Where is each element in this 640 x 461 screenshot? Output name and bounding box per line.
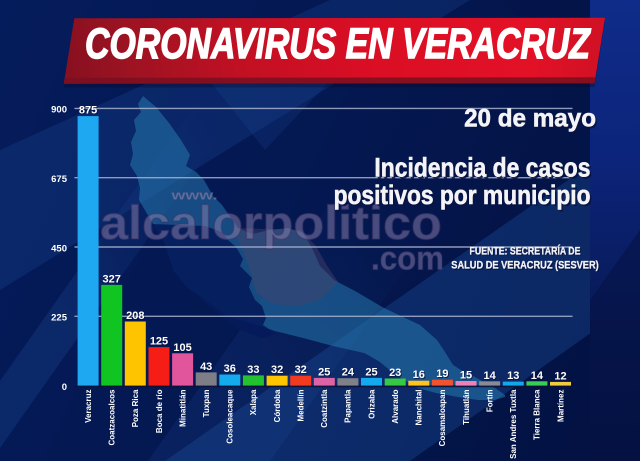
svg-text:327: 327 (103, 273, 121, 285)
svg-text:Cosoleacaque: Cosoleacaque (226, 389, 235, 444)
svg-text:SALUD DE VERACRUZ (SESVER): SALUD DE VERACRUZ (SESVER) (451, 260, 598, 272)
svg-text:13: 13 (507, 370, 519, 382)
svg-text:36: 36 (224, 363, 236, 375)
svg-text:25: 25 (319, 367, 331, 379)
svg-text:875: 875 (80, 106, 98, 118)
svg-text:Nanchital: Nanchital (415, 390, 424, 426)
svg-text:19: 19 (436, 368, 448, 380)
svg-text:208: 208 (127, 311, 145, 323)
svg-text:675: 675 (51, 174, 68, 185)
svg-text:Córdoba: Córdoba (273, 389, 282, 422)
svg-text:14: 14 (484, 371, 497, 383)
svg-text:225: 225 (51, 313, 68, 324)
svg-text:900: 900 (51, 105, 67, 116)
svg-text:23: 23 (389, 367, 401, 379)
svg-text:450: 450 (51, 243, 67, 254)
svg-text:Veracruz: Veracruz (84, 390, 93, 423)
svg-text:FUENTE: SECRETARÍA DE: FUENTE: SECRETARÍA DE (471, 247, 582, 259)
svg-text:23: 23 (390, 368, 402, 380)
svg-text:14: 14 (532, 371, 545, 383)
svg-text:875: 875 (79, 105, 97, 117)
svg-text:43: 43 (200, 361, 212, 373)
svg-text:alcalorpolitico: alcalorpolitico (100, 198, 442, 250)
svg-text:Coatzacoalcos: Coatzacoalcos (108, 389, 117, 446)
svg-text:12: 12 (555, 371, 567, 383)
svg-text:Papantla: Papantla (344, 389, 353, 423)
svg-text:16: 16 (414, 370, 426, 382)
svg-text:24: 24 (342, 367, 355, 379)
svg-text:Orizaba: Orizaba (367, 389, 376, 419)
svg-text:.com: .com (371, 240, 444, 277)
svg-text:15: 15 (460, 370, 472, 382)
svg-text:Alvarado: Alvarado (391, 389, 400, 423)
svg-text:13: 13 (508, 371, 520, 383)
svg-text:43: 43 (201, 362, 213, 374)
svg-text:25: 25 (318, 366, 330, 378)
svg-text:positivos por municipio: positivos por municipio (334, 181, 591, 210)
svg-text:Fortín: Fortín (485, 389, 494, 412)
svg-text:0: 0 (62, 382, 67, 393)
svg-text:208: 208 (126, 310, 144, 322)
svg-text:20 de mayo: 20 de mayo (466, 107, 598, 134)
svg-text:32: 32 (272, 365, 284, 377)
svg-text:15: 15 (461, 371, 473, 383)
svg-text:20 de mayo: 20 de mayo (464, 105, 596, 132)
svg-text:105: 105 (173, 342, 191, 354)
svg-text:32: 32 (271, 364, 283, 376)
svg-text:327: 327 (104, 274, 122, 286)
svg-text:24: 24 (343, 368, 356, 380)
svg-text:SALUD DE VERACRUZ (SESVER): SALUD DE VERACRUZ (SESVER) (452, 261, 599, 273)
svg-text:FUENTE: SECRETARÍA DE: FUENTE: SECRETARÍA DE (470, 246, 581, 258)
svg-text:36: 36 (225, 364, 237, 376)
svg-text:105: 105 (174, 343, 192, 355)
svg-text:CORONAVIRUS EN VERACRUZ: CORONAVIRUS EN VERACRUZ (85, 20, 591, 68)
svg-text:Boca de río: Boca de río (155, 389, 164, 433)
svg-text:19: 19 (437, 369, 449, 381)
svg-text:125: 125 (150, 336, 168, 348)
svg-text:Incidencia de casos: Incidencia de casos (374, 154, 590, 183)
svg-text:32: 32 (296, 365, 308, 377)
svg-text:12: 12 (554, 370, 566, 382)
svg-text:33: 33 (247, 364, 259, 376)
svg-text:Cosamaloapan: Cosamaloapan (438, 389, 447, 446)
svg-text:Xalapa: Xalapa (249, 389, 258, 415)
svg-text:positivos por municipio: positivos por municipio (335, 183, 592, 212)
svg-text:Coatzintla: Coatzintla (320, 389, 329, 428)
svg-text:25: 25 (366, 367, 378, 379)
svg-text:25: 25 (365, 366, 377, 378)
svg-text:Martínez: Martínez (556, 390, 565, 422)
svg-text:Poza Rica: Poza Rica (131, 389, 140, 427)
svg-text:14: 14 (531, 370, 544, 382)
svg-text:14: 14 (483, 370, 496, 382)
svg-text:Tuxpan: Tuxpan (202, 389, 211, 417)
svg-text:Minatitlán: Minatitlán (178, 389, 187, 426)
svg-text:Tihuatlán: Tihuatlán (462, 389, 471, 425)
svg-text:www.: www. (170, 188, 217, 203)
svg-text:Tierra Blanca: Tierra Blanca (533, 389, 542, 440)
svg-text:125: 125 (151, 337, 169, 349)
svg-text:32: 32 (295, 364, 307, 376)
svg-text:San Andres Tuxtla: San Andres Tuxtla (509, 389, 518, 459)
svg-text:Medellín: Medellín (297, 389, 306, 421)
svg-text:Incidencia de casos: Incidencia de casos (376, 156, 592, 185)
svg-text:16: 16 (413, 369, 425, 381)
svg-text:33: 33 (248, 365, 260, 377)
